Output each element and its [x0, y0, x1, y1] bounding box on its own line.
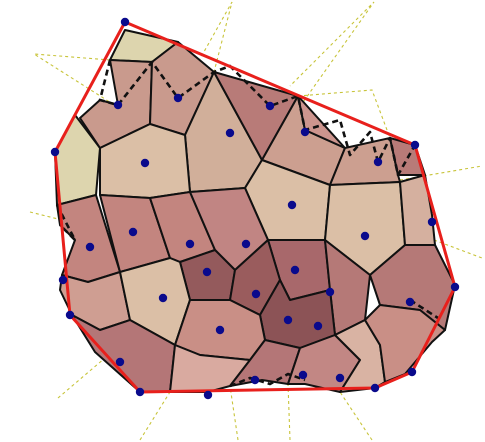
ray [297, 89, 391, 139]
ray [261, 1, 375, 161]
site-points [50, 17, 460, 400]
site-point [313, 321, 323, 331]
voronoi-cell [329, 137, 401, 186]
site-point [450, 282, 460, 292]
site-point [115, 357, 125, 367]
dashed-boundary [409, 298, 439, 320]
ray [29, 211, 63, 221]
site-point [128, 227, 138, 237]
site-point [140, 158, 150, 168]
site-point [283, 315, 293, 325]
site-point [58, 275, 68, 285]
site-point [410, 140, 420, 150]
site-point [241, 239, 251, 249]
site-point [300, 127, 310, 137]
site-point [215, 325, 225, 335]
site-point [113, 100, 123, 110]
ray [287, 383, 291, 441]
site-point [265, 101, 275, 111]
ray [229, 385, 239, 441]
voronoi-cell [364, 304, 446, 383]
site-point [325, 287, 335, 297]
site-point [202, 267, 212, 277]
voronoi-cells [54, 29, 456, 393]
site-point [158, 293, 168, 303]
site-point [203, 390, 213, 400]
site-point [251, 289, 261, 299]
dashed-boundary [98, 59, 417, 177]
site-point [85, 242, 95, 252]
site-point [290, 265, 300, 275]
voronoi-cell [59, 271, 131, 331]
site-point [135, 387, 145, 397]
dashed-boundary [55, 204, 77, 242]
site-point [250, 375, 260, 385]
ray [139, 391, 171, 441]
site-point [287, 200, 297, 210]
dashed-boundary [229, 372, 306, 388]
site-point [370, 383, 380, 393]
site-point [407, 367, 417, 377]
site-point [360, 231, 370, 241]
site-point [298, 370, 308, 380]
ray [339, 391, 373, 441]
voronoi-cell [399, 174, 436, 246]
site-point [225, 128, 235, 138]
site-point [335, 373, 345, 383]
site-point [65, 310, 75, 320]
site-point [185, 239, 195, 249]
site-point [120, 17, 130, 27]
site-point [373, 157, 383, 167]
site-point [427, 217, 437, 227]
site-point [405, 297, 415, 307]
site-point [173, 93, 183, 103]
site-point [50, 147, 60, 157]
